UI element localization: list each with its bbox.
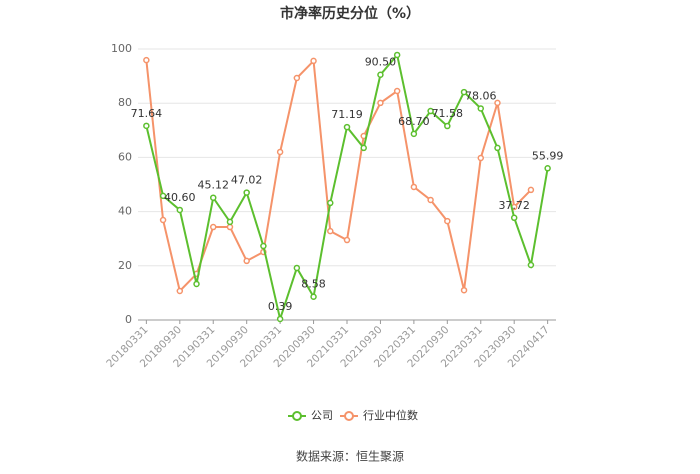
point — [310, 57, 317, 65]
point — [477, 105, 485, 112]
point — [410, 130, 418, 138]
point — [143, 122, 150, 130]
data-label: 90.50 — [365, 56, 397, 69]
point — [460, 286, 468, 294]
source: 数据来源：恒生聚源 — [296, 449, 404, 464]
point — [176, 287, 184, 295]
point — [159, 192, 167, 200]
data-label: 55.99 — [532, 149, 564, 162]
point — [444, 122, 451, 130]
legend-label: 行业中位数 — [363, 408, 418, 422]
point — [327, 227, 334, 235]
point — [360, 144, 367, 152]
point — [427, 107, 434, 115]
point — [243, 189, 250, 196]
data-label: 71.19 — [331, 108, 363, 121]
data-label: 47.02 — [231, 174, 263, 187]
point — [460, 88, 468, 96]
point — [193, 280, 200, 288]
point — [444, 217, 451, 225]
legend-marker — [344, 411, 354, 421]
point — [243, 257, 250, 265]
point — [176, 206, 184, 214]
data-label: 78.06 — [465, 89, 497, 102]
y-tick-label: 100 — [111, 42, 132, 55]
point — [226, 223, 234, 231]
point — [477, 154, 485, 162]
point — [427, 196, 434, 204]
point — [527, 261, 535, 269]
legend-label: 公司 — [311, 409, 333, 422]
data-label: 71.58 — [432, 107, 464, 120]
data-label: 8.58 — [301, 278, 326, 291]
point — [343, 123, 351, 131]
legend-marker — [292, 411, 302, 421]
point — [510, 214, 518, 222]
point — [544, 165, 551, 172]
point — [260, 242, 267, 250]
y-tick-label: 80 — [118, 96, 132, 109]
data-label: 0.39 — [268, 300, 293, 313]
point — [310, 293, 317, 300]
legend-item: 公司 — [288, 409, 333, 422]
point — [343, 236, 351, 244]
point — [410, 183, 418, 191]
point — [393, 87, 401, 95]
y-tick-label: 60 — [118, 150, 132, 163]
point — [527, 186, 535, 194]
series-line — [145, 58, 532, 294]
point — [209, 194, 217, 201]
data-label: 37.72 — [498, 199, 530, 212]
data-label: 45.12 — [197, 179, 229, 192]
point — [377, 71, 384, 78]
point — [377, 99, 384, 107]
point — [159, 216, 167, 224]
data-label: 68.70 — [398, 115, 430, 128]
legend-item: 行业中位数 — [340, 408, 418, 422]
chart-title: 市净率历史分位（%） — [280, 5, 420, 22]
y-tick-label: 40 — [118, 205, 132, 218]
point — [327, 199, 334, 207]
data-label: 40.60 — [164, 191, 196, 204]
point — [393, 51, 401, 59]
point — [276, 148, 284, 156]
point — [143, 56, 150, 64]
point — [293, 74, 301, 82]
point — [209, 223, 217, 231]
point — [276, 315, 284, 323]
data-label: 71.64 — [131, 107, 163, 120]
point — [494, 144, 501, 152]
y-tick-label: 0 — [125, 313, 132, 326]
point — [494, 99, 501, 107]
y-tick-label: 20 — [118, 259, 132, 272]
point — [293, 264, 301, 272]
point — [226, 218, 234, 226]
